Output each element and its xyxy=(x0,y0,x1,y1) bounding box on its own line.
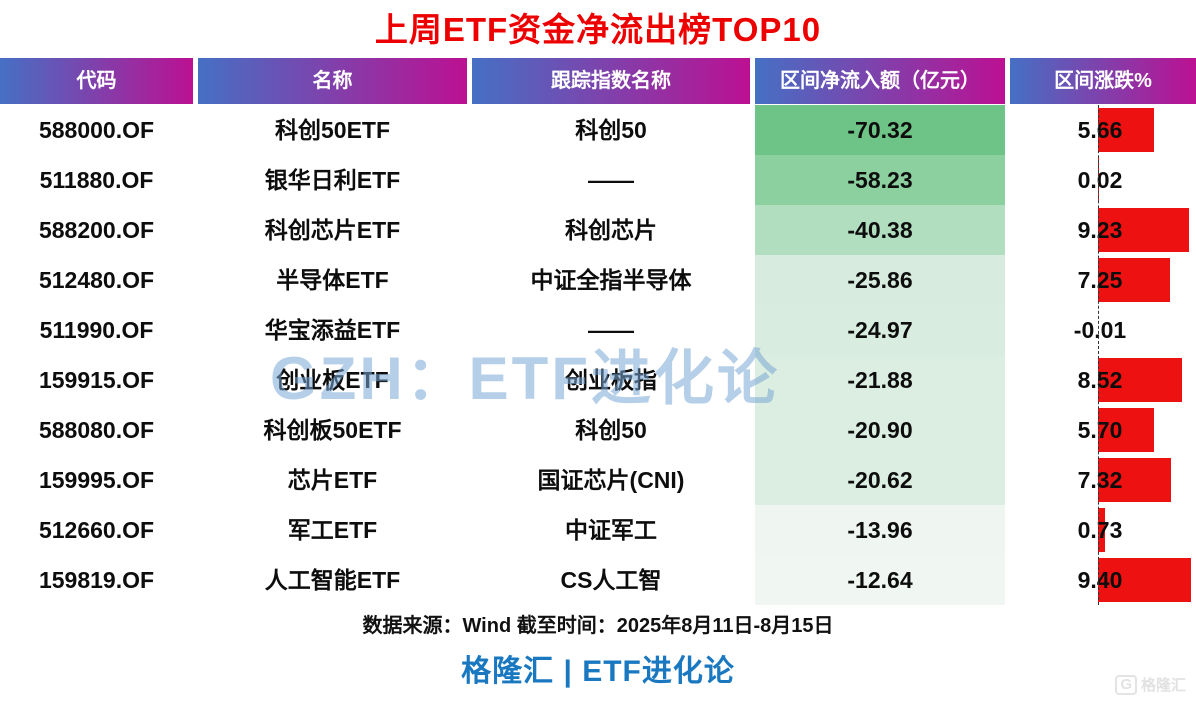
change-bar xyxy=(1098,458,1171,502)
index-name: 中证军工 xyxy=(565,517,657,543)
change-pct: -0.01 xyxy=(1073,317,1127,343)
etf-code: 511880.OF xyxy=(39,167,154,193)
change-bar xyxy=(1098,508,1106,552)
index-name: —— xyxy=(588,317,634,343)
net-flow-cell: -20.90 xyxy=(755,405,1005,455)
index-name: 科创50 xyxy=(575,117,647,143)
table-row: 159995.OF 芯片ETF 国证芯片(CNI) -20.62 7.32 xyxy=(0,455,1196,505)
etf-name: 银华日利ETF xyxy=(264,167,401,193)
net-flow-cell: -24.97 xyxy=(755,305,1005,355)
table-row: 159915.OF 创业板ETF 创业板指 -21.88 8.52 xyxy=(0,355,1196,405)
etf-name: 军工ETF xyxy=(287,517,378,543)
etf-code: 159995.OF xyxy=(38,467,155,493)
etf-code: 159819.OF xyxy=(38,567,155,593)
table-row: 588080.OF 科创板50ETF 科创50 -20.90 5.70 xyxy=(0,405,1196,455)
page-title: 上周ETF资金净流出榜TOP10 xyxy=(374,11,822,48)
etf-name: 华宝添益ETF xyxy=(264,317,401,343)
etf-code: 159915.OF xyxy=(38,367,155,393)
net-flow-cell: -21.88 xyxy=(755,355,1005,405)
change-bar xyxy=(1098,408,1155,452)
zero-baseline-dashed-line xyxy=(1098,105,1099,605)
change-pct: 9.40 xyxy=(1077,567,1123,593)
etf-name: 科创芯片ETF xyxy=(264,217,401,243)
index-name: CS人工智 xyxy=(560,567,662,593)
column-header-netflow: 区间净流入额（亿元） xyxy=(755,58,1005,104)
data-source-note: 数据来源：Wind 截至时间：2025年8月11日-8月15日 xyxy=(362,615,834,637)
etf-code: 511990.OF xyxy=(39,317,154,343)
change-pct: 9.23 xyxy=(1077,217,1123,243)
index-name: 中证全指半导体 xyxy=(530,267,692,293)
change-pct: 7.25 xyxy=(1077,267,1123,293)
change-bar xyxy=(1098,558,1192,602)
change-pct: 0.02 xyxy=(1077,167,1123,193)
etf-name: 创业板ETF xyxy=(276,367,389,393)
index-name: —— xyxy=(588,167,634,193)
table-row: 511990.OF 华宝添益ETF —— -24.97 -0.01 xyxy=(0,305,1196,355)
table-row: 588200.OF 科创芯片ETF 科创芯片 -40.38 9.23 xyxy=(0,205,1196,255)
index-name: 科创芯片 xyxy=(565,217,657,243)
net-flow-cell: -58.23 xyxy=(755,155,1005,205)
change-pct: 0.73 xyxy=(1077,517,1123,543)
table-row: 588000.OF 科创50ETF 科创50 -70.32 5.66 xyxy=(0,105,1196,155)
gelonghui-logo-text: 格隆汇 xyxy=(1140,677,1186,694)
column-header-code: 代码 xyxy=(0,58,193,104)
gelonghui-logo-icon: G xyxy=(1115,674,1137,695)
column-header-name: 名称 xyxy=(198,58,467,104)
etf-name: 人工智能ETF xyxy=(264,567,401,593)
net-flow-cell: -70.32 xyxy=(755,105,1005,155)
change-bar xyxy=(1098,358,1183,402)
change-pct: 5.66 xyxy=(1077,117,1123,143)
change-pct: 5.70 xyxy=(1077,417,1123,443)
etf-name: 芯片ETF xyxy=(287,467,378,493)
index-name: 国证芯片(CNI) xyxy=(537,467,685,493)
net-flow-cell: -12.64 xyxy=(755,555,1005,605)
etf-name: 半导体ETF xyxy=(276,267,389,293)
table-row: 512480.OF 半导体ETF 中证全指半导体 -25.86 7.25 xyxy=(0,255,1196,305)
etf-code: 512480.OF xyxy=(38,267,155,293)
etf-code: 512660.OF xyxy=(38,517,155,543)
index-name: 科创50 xyxy=(575,417,647,443)
gelonghui-logo: G 格隆汇 xyxy=(1115,674,1186,695)
etf-code: 588080.OF xyxy=(38,417,155,443)
table-row: 511880.OF 银华日利ETF —— -58.23 0.02 xyxy=(0,155,1196,205)
change-bar xyxy=(1098,258,1170,302)
etf-name: 科创板50ETF xyxy=(263,417,402,443)
index-name: 创业板指 xyxy=(565,367,657,393)
table-row: 512660.OF 军工ETF 中证军工 -13.96 0.73 xyxy=(0,505,1196,555)
change-pct: 7.32 xyxy=(1077,467,1123,493)
etf-name: 科创50ETF xyxy=(274,117,391,143)
column-header-index: 跟踪指数名称 xyxy=(472,58,750,104)
brand-footer: 格隆汇 | ETF进化论 xyxy=(461,655,735,688)
net-flow-cell: -40.38 xyxy=(755,205,1005,255)
net-flow-cell: -25.86 xyxy=(755,255,1005,305)
change-bar xyxy=(1098,208,1190,252)
column-header-change: 区间涨跌% xyxy=(1010,58,1196,104)
etf-code: 588200.OF xyxy=(38,217,155,243)
change-pct: 8.52 xyxy=(1077,367,1123,393)
table-row: 159819.OF 人工智能ETF CS人工智 -12.64 9.40 xyxy=(0,555,1196,605)
etf-code: 588000.OF xyxy=(38,117,155,143)
net-flow-cell: -13.96 xyxy=(755,505,1005,555)
net-flow-cell: -20.62 xyxy=(755,455,1005,505)
change-bar xyxy=(1098,108,1154,152)
